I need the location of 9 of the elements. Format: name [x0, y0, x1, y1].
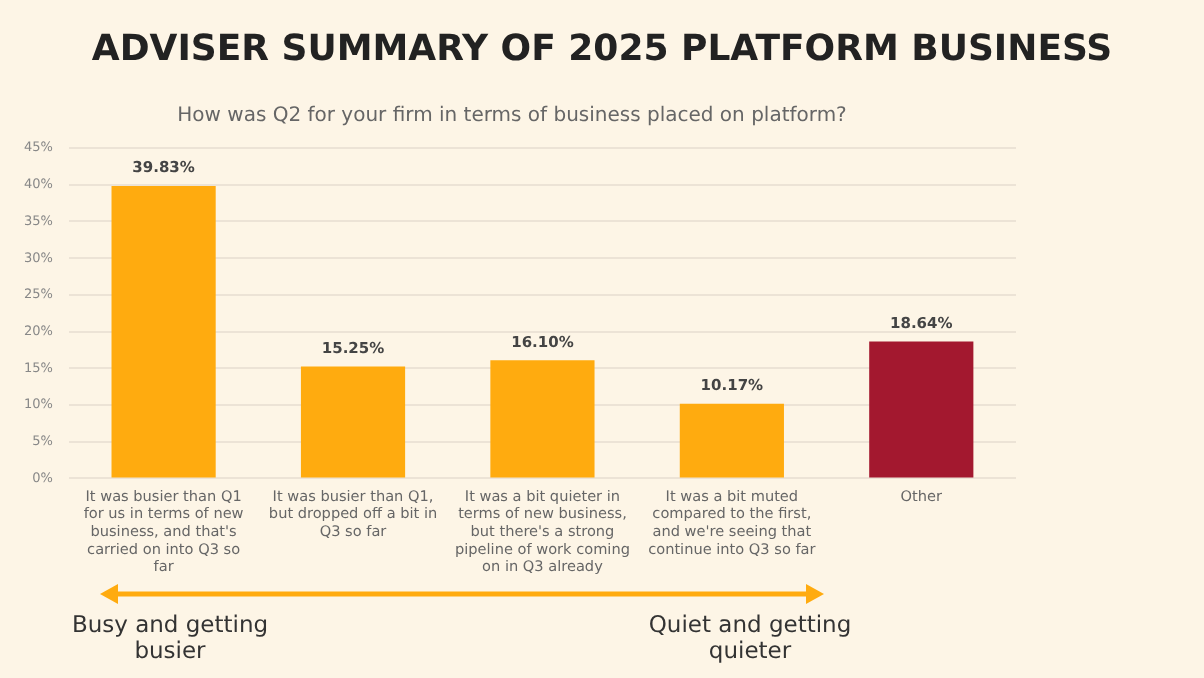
text: Busy and getting busier [69, 610, 271, 664]
chart-subtitle: How was Q2 for your firm in terms of business placed on platform? [177, 105, 847, 128]
bar [490, 360, 595, 478]
bar [111, 185, 216, 478]
chart-title: ADVISER SUMMARY OF 2025 PLATFORM BUSINESS [89, 28, 1115, 70]
text: Quiet and getting quieter [646, 610, 854, 664]
bar [679, 403, 784, 478]
bar [869, 341, 974, 478]
bar [300, 366, 406, 478]
